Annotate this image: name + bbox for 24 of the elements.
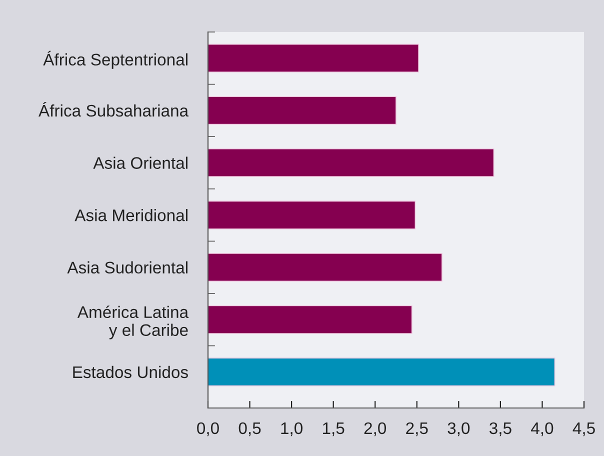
bar	[208, 96, 396, 125]
x-tick-label: 3,0	[448, 422, 470, 436]
x-tick-label: 4,5	[572, 422, 595, 436]
bar	[208, 44, 419, 72]
y-tick-label: Asia Oriental	[93, 156, 188, 169]
bar	[208, 305, 412, 334]
bar	[208, 253, 442, 282]
x-tick-label: 0,5	[238, 422, 261, 436]
x-tick-label: 1,5	[323, 422, 344, 436]
x-tick-label: 4,0	[531, 422, 554, 436]
bar	[208, 200, 416, 230]
x-tick-label: 0,0	[197, 422, 219, 436]
y-tick-label: Asia Meridional	[74, 208, 188, 222]
bar	[208, 358, 556, 386]
x-tick-label: 1,0	[281, 422, 302, 436]
y-tick-label: África Subsahariana	[38, 102, 189, 117]
y-tick-label: Estados Unidos	[73, 366, 188, 378]
bar	[208, 148, 494, 178]
y-tick-label: América Latina y el Caribe	[77, 306, 189, 340]
x-tick-label: 2,5	[406, 422, 428, 436]
x-tick-label: 3,5	[489, 422, 512, 436]
x-tick-label: 2,0	[364, 422, 386, 436]
y-tick-label: África Septentrional	[43, 50, 188, 69]
y-tick-label: Asia Sudoriental	[67, 261, 188, 274]
